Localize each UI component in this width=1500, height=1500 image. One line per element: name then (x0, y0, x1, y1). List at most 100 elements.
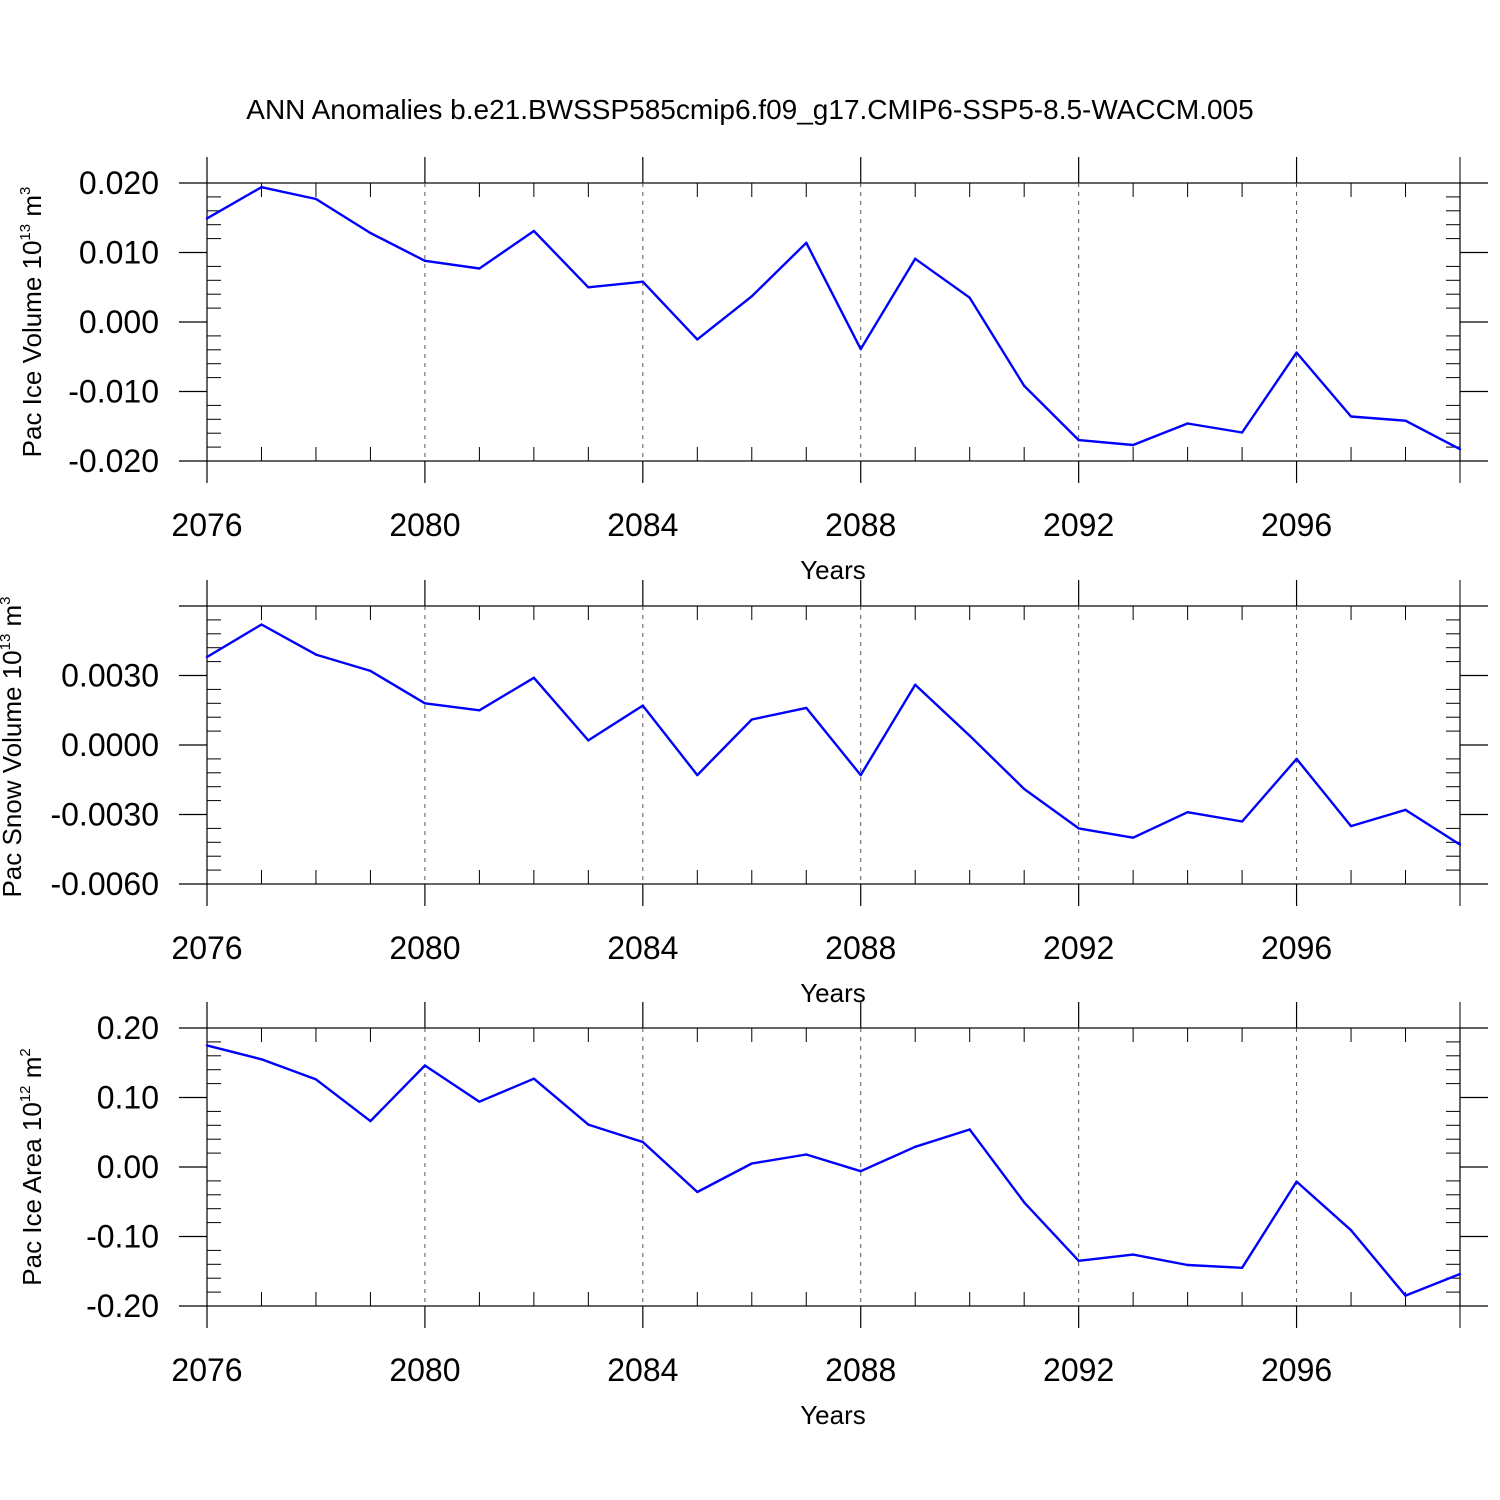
data-point (641, 1140, 645, 1144)
data-point (1295, 351, 1298, 354)
data-point (314, 653, 318, 656)
data-point (423, 1064, 427, 1067)
data-point (1458, 843, 1462, 846)
x-axis-label: Years (800, 555, 866, 585)
y-tick-label: 0.0000 (61, 727, 159, 763)
data-point (805, 706, 808, 710)
x-tick-label: 2076 (171, 1352, 242, 1388)
y-tick-label: -0.010 (68, 374, 159, 410)
data-point (260, 185, 263, 189)
data-point (423, 702, 427, 705)
data-point (750, 718, 753, 721)
plot-frame (206, 605, 1461, 885)
data-point (260, 1058, 263, 1061)
data-point (968, 734, 971, 737)
data-point (859, 1169, 862, 1173)
data-point (696, 773, 699, 777)
y-tick-label: 0.000 (79, 304, 159, 340)
x-tick-label: 2092 (1043, 507, 1114, 543)
plot-frame (206, 1027, 1461, 1307)
plot-frame (206, 182, 1461, 462)
data-point (478, 267, 481, 270)
data-point (1240, 431, 1244, 434)
data-point (805, 241, 808, 244)
data-point (696, 1190, 699, 1194)
data-point (968, 1128, 971, 1131)
data-point (641, 280, 645, 283)
x-axis-label: Years (800, 1400, 866, 1430)
y-axis-label: Pac Snow Volume 1013 m3 (0, 596, 27, 897)
data-point (1295, 757, 1298, 761)
data-point (1458, 1272, 1462, 1276)
x-tick-label: 2080 (389, 507, 460, 543)
x-tick-label: 2096 (1261, 507, 1332, 543)
data-point (1077, 827, 1080, 830)
data-point (1240, 1266, 1244, 1269)
data-point (641, 704, 645, 707)
series-line (206, 1044, 1461, 1297)
data-point (914, 257, 917, 260)
data-point (1404, 419, 1407, 422)
data-point (1349, 415, 1353, 418)
data-point (1186, 810, 1189, 814)
data-point (805, 1153, 808, 1156)
x-tick-label: 2076 (171, 507, 242, 543)
data-point (205, 655, 209, 659)
x-tick-label: 2076 (171, 930, 242, 966)
data-point (1077, 1259, 1080, 1263)
data-point (1295, 1180, 1298, 1183)
data-point (532, 229, 536, 233)
data-point (968, 296, 971, 299)
y-tick-label: -0.0030 (50, 797, 159, 833)
x-tick-label: 2096 (1261, 1352, 1332, 1388)
data-point (914, 1145, 917, 1149)
data-point (1349, 824, 1353, 828)
data-point (1022, 384, 1026, 388)
y-tick-label: -0.020 (68, 443, 159, 479)
data-point (750, 295, 753, 298)
panel-ice-area: 2076 2080 2084 2088 2092 2096 Years 0.20 0.10 0.0… (17, 1002, 1488, 1430)
data-point (1131, 836, 1135, 839)
data-point (369, 231, 372, 235)
data-point (1131, 443, 1135, 447)
y-tick-label: 0.20 (97, 1010, 159, 1046)
y-axis-label: Pac Ice Volume 1013 m3 (17, 187, 47, 458)
x-tick-label: 2092 (1043, 1352, 1114, 1388)
x-axis-label: Years (800, 978, 866, 1008)
data-point (1404, 808, 1407, 812)
data-point (1240, 820, 1244, 823)
series-line (206, 623, 1461, 846)
data-point (1022, 1201, 1026, 1204)
y-tick-label: 0.020 (79, 165, 159, 201)
data-point (859, 347, 862, 351)
data-point (532, 676, 536, 680)
data-point (314, 1078, 318, 1081)
data-point (478, 1100, 481, 1103)
data-point (205, 1044, 209, 1047)
y-tick-label: -0.0060 (50, 866, 159, 902)
data-point (1404, 1294, 1407, 1297)
data-point (1022, 787, 1026, 791)
data-point (696, 338, 699, 341)
data-point (205, 217, 209, 220)
y-tick-label: 0.00 (97, 1149, 159, 1185)
data-point (1186, 422, 1189, 425)
data-point (1131, 1253, 1135, 1256)
data-point (587, 286, 590, 289)
data-point (750, 1162, 753, 1165)
x-tick-label: 2088 (825, 930, 896, 966)
figure-title: ANN Anomalies b.e21.BWSSP585cmip6.f09_g1… (246, 94, 1253, 125)
data-point (859, 773, 862, 777)
y-tick-label: 0.10 (97, 1080, 159, 1116)
data-point (314, 197, 318, 201)
panel-snow-volume: 2076 2080 2084 2088 2092 2096 Years 0.0030 0.000… (0, 580, 1488, 1008)
data-point (1077, 438, 1080, 442)
y-tick-label: -0.20 (86, 1288, 159, 1324)
x-tick-label: 2084 (607, 1352, 678, 1388)
x-tick-label: 2088 (825, 507, 896, 543)
x-tick-label: 2084 (607, 507, 678, 543)
x-tick-label: 2080 (389, 930, 460, 966)
series-line (206, 185, 1461, 451)
data-point (914, 683, 917, 686)
data-point (423, 259, 427, 263)
